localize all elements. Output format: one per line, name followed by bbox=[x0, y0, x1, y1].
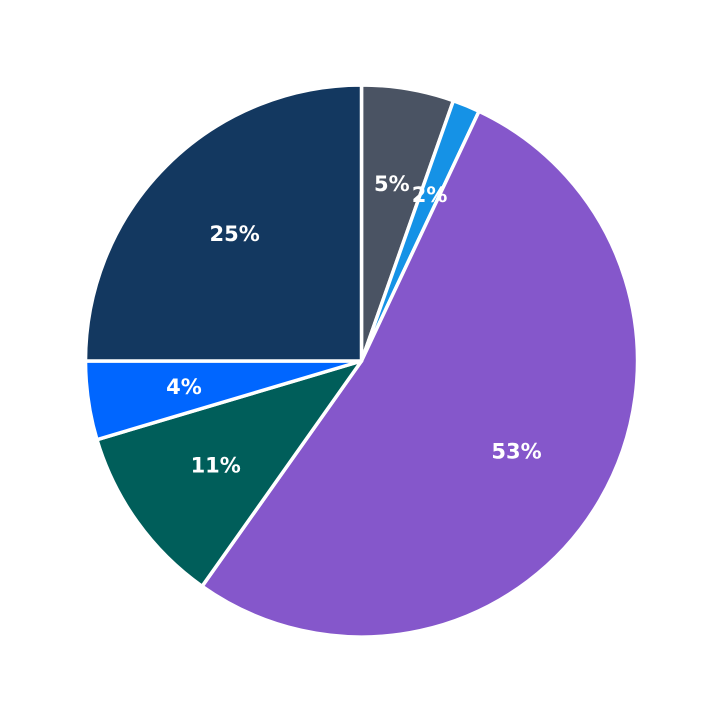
slice-label: 11% bbox=[191, 454, 241, 478]
slice-label: 25% bbox=[210, 222, 260, 246]
slice-label: 53% bbox=[491, 439, 541, 463]
pie-slice bbox=[95, 359, 364, 589]
slice-label: 5% bbox=[374, 172, 410, 196]
slice-label: 4% bbox=[166, 375, 202, 399]
pie-slice bbox=[200, 109, 640, 639]
slice-label: 2% bbox=[412, 183, 448, 207]
pie-slice bbox=[83, 83, 364, 363]
